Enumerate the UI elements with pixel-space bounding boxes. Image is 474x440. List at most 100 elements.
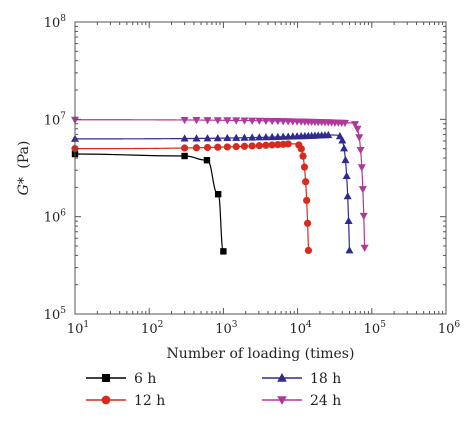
data-point <box>192 144 201 152</box>
data-point <box>340 119 349 128</box>
data-point <box>262 141 270 149</box>
data-point <box>303 196 311 205</box>
data-point <box>248 133 257 141</box>
data-point <box>255 133 264 141</box>
data-point <box>356 147 365 155</box>
data-point <box>213 133 222 142</box>
legend-label: 6 h <box>134 371 156 387</box>
data-point <box>240 117 249 125</box>
data-point <box>268 117 277 126</box>
data-point <box>181 152 188 160</box>
data-point <box>274 141 282 149</box>
data-point <box>203 143 212 152</box>
legend-marker <box>101 395 111 405</box>
data-point <box>297 145 305 153</box>
data-point <box>302 178 310 186</box>
data-point <box>268 132 277 141</box>
series-0 <box>71 150 227 255</box>
data-point <box>214 191 222 198</box>
x-tick-label: 102 <box>141 320 163 337</box>
data-point <box>340 144 349 152</box>
x-tick-label: 104 <box>289 320 312 337</box>
plot-frame <box>74 21 447 315</box>
data-point <box>299 152 307 160</box>
y-axis-title-main: G* <box>16 177 32 195</box>
data-point <box>192 134 201 142</box>
data-point <box>345 246 354 254</box>
data-point <box>203 117 212 125</box>
data-point <box>353 125 362 133</box>
data-point <box>268 141 276 149</box>
ticks-layer: 101 102 103 104 105 106 105 106 107 108 <box>44 14 461 337</box>
data-point <box>261 117 270 126</box>
y-tick-label: 105 <box>44 306 67 323</box>
series-1 <box>71 140 313 255</box>
legend-label: 12 h <box>134 393 165 409</box>
legend-item: 24 h <box>262 393 341 409</box>
data-point <box>232 143 240 151</box>
data-point <box>223 133 232 142</box>
data-point <box>192 117 201 125</box>
data-point <box>180 116 189 125</box>
data-point <box>203 157 211 164</box>
data-point <box>255 142 263 150</box>
data-point <box>261 133 270 141</box>
legend: 6 h 12 h 18 h 24 h <box>86 371 341 409</box>
x-axis-title: Number of loading (times) <box>167 346 355 362</box>
data-point <box>357 164 366 172</box>
data-point <box>338 136 347 144</box>
series-2 <box>71 130 354 254</box>
legend-label: 24 h <box>310 393 341 409</box>
data-point <box>351 121 360 129</box>
data-point <box>273 132 282 140</box>
data-point <box>342 171 351 180</box>
y-tick-label: 107 <box>44 111 67 128</box>
legend-item: 6 h <box>86 371 156 387</box>
data-point <box>213 117 222 125</box>
legend-marker <box>277 396 287 405</box>
data-point <box>358 186 367 194</box>
data-point <box>360 244 369 252</box>
data-point <box>284 140 292 148</box>
y-tick-label: 106 <box>44 209 67 226</box>
data-point <box>232 117 241 125</box>
y-tick-label: 108 <box>44 14 67 31</box>
data-point <box>203 134 212 142</box>
legend-item: 18 h <box>262 371 341 387</box>
data-point <box>324 130 333 139</box>
legend-item: 12 h <box>86 393 165 409</box>
x-tick-label: 101 <box>67 320 89 337</box>
series-line <box>74 153 224 252</box>
y-axis-title: G* (Pa) <box>16 141 32 196</box>
data-point <box>223 143 231 151</box>
legend-marker <box>277 373 287 382</box>
data-point <box>359 212 368 221</box>
data-point <box>180 134 189 142</box>
data-point <box>343 192 352 200</box>
data-point <box>220 248 227 255</box>
x-tick-label: 106 <box>438 320 461 337</box>
x-tick-label: 105 <box>364 320 387 337</box>
data-point <box>304 246 313 255</box>
series-line <box>75 119 366 248</box>
data-point <box>344 216 353 225</box>
data-point <box>341 155 350 164</box>
data-point <box>232 133 241 141</box>
legend-marker <box>102 374 110 382</box>
data-point <box>303 219 312 227</box>
series-line <box>75 143 310 251</box>
data-point <box>355 134 364 142</box>
data-point <box>248 117 257 125</box>
data-point <box>240 142 249 150</box>
data-point <box>240 133 249 141</box>
x-tick-label: 103 <box>215 320 238 337</box>
data-point <box>248 142 256 150</box>
series-layer <box>71 116 369 255</box>
data-point <box>300 163 309 171</box>
data-point <box>273 118 282 126</box>
data-point <box>214 143 222 151</box>
y-axis-title-unit: (Pa) <box>16 141 32 169</box>
data-point <box>255 117 264 125</box>
data-point <box>223 117 232 125</box>
